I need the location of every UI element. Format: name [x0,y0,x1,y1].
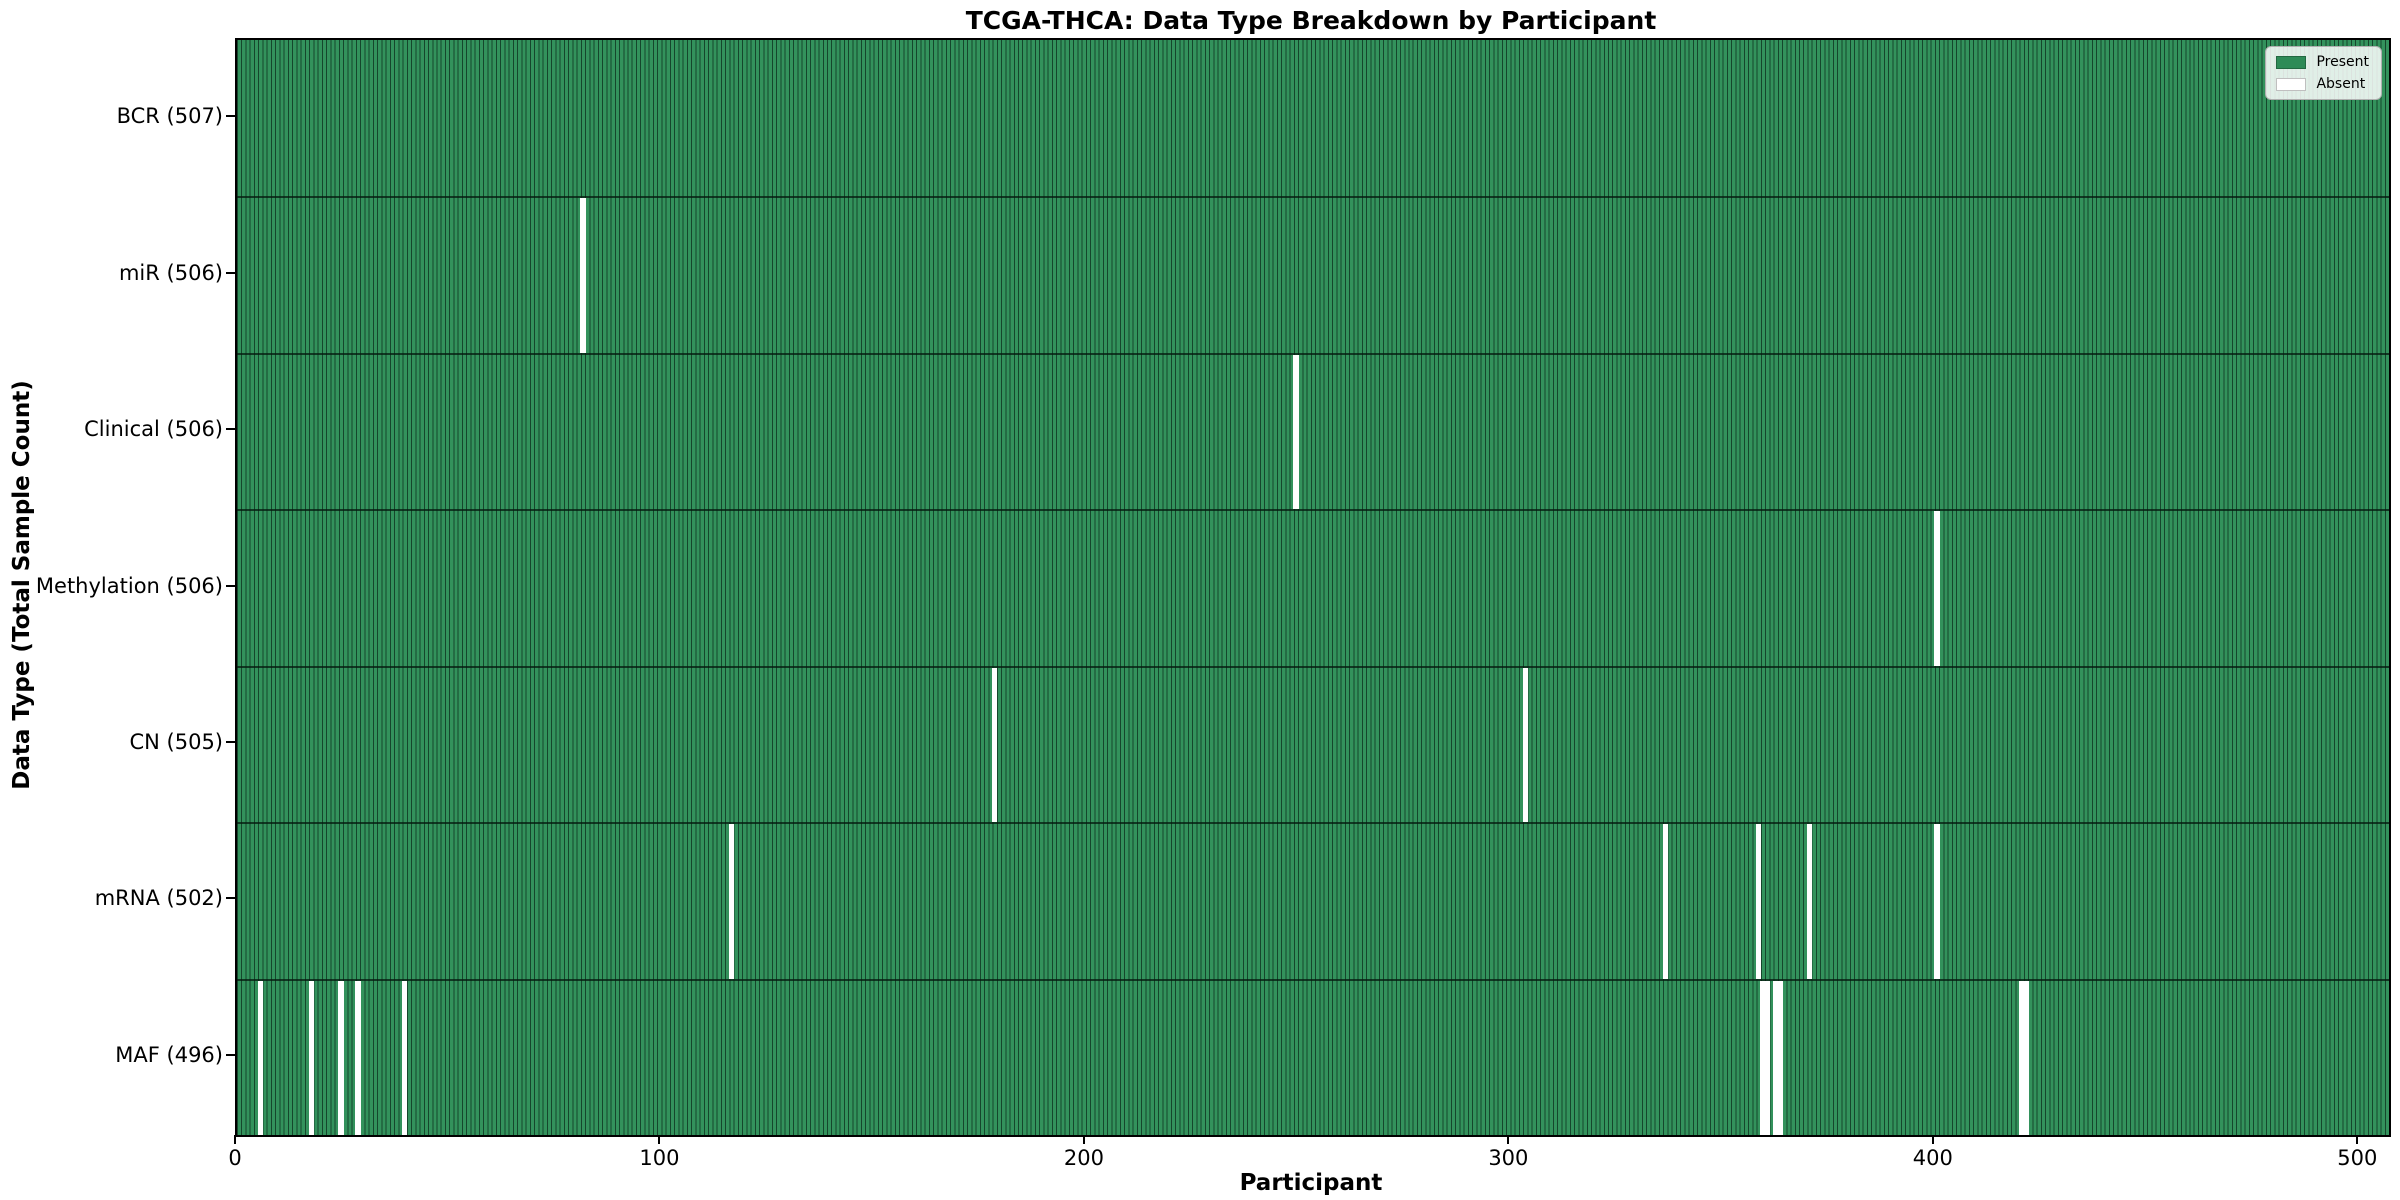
y-tick-label-mir: miR (506) [118,260,223,285]
heatmap-row-maf [237,978,2389,1135]
absent-mark [1934,824,1940,979]
legend-label-present: Present [2316,54,2369,70]
x-tick-label-300: 300 [1488,1146,1529,1170]
x-tick-mark [1507,1135,1510,1144]
absent-mark [2023,980,2029,1135]
y-tick-mark [226,428,235,431]
absent-mark [1934,511,1940,666]
x-tick-label-400: 400 [1912,1146,1953,1170]
absent-mark [580,198,586,353]
x-tick-label-100: 100 [639,1146,680,1170]
y-tick-mark [226,271,235,274]
absent-mark [1773,980,1779,1135]
absent-mark [992,667,998,823]
absent-mark [1293,354,1299,510]
legend-swatch-present-icon [2276,55,2307,69]
absent-mark [257,980,263,1135]
absent-mark [1522,667,1528,823]
legend-item-present: Present [2276,54,2369,70]
y-tick-label-maf: MAF (496) [115,1042,223,1067]
absent-mark [1760,980,1766,1135]
legend-item-absent: Absent [2276,76,2369,92]
chart-title: TCGA-THCA: Data Type Breakdown by Partic… [965,6,1657,35]
x-tick-label-200: 200 [1063,1146,1104,1170]
heatmap-row-cn [237,665,2389,823]
absent-mark [308,980,314,1135]
y-tick-mark [226,740,235,743]
x-tick-mark [234,1135,236,1144]
y-tick-label-bcr: BCR (507) [116,104,223,129]
absent-mark [355,980,361,1135]
x-tick-label-500: 500 [2337,1146,2378,1170]
x-axis-label: Participant [1239,1170,1383,1196]
heatmap-row-mir [237,196,2389,353]
absent-mark [402,980,408,1135]
absent-mark [1756,824,1762,979]
absent-mark [2019,980,2025,1135]
x-tick-mark [2356,1135,2359,1144]
legend-swatch-absent-icon [2276,77,2307,91]
x-tick-mark [1931,1135,1934,1144]
legend-label-absent: Absent [2316,76,2366,92]
absent-mark [1777,980,1783,1135]
y-tick-mark [226,584,235,587]
x-tick-label-0: 0 [228,1146,242,1170]
plot-area [235,38,2391,1137]
y-tick-mark [226,115,235,118]
absent-mark [1806,824,1813,979]
y-axis-label: Data Type (Total Sample Count) [9,380,35,790]
x-tick-mark [658,1135,661,1144]
x-tick-mark [1082,1135,1085,1144]
absent-mark [1662,824,1668,979]
y-tick-label-methylation: Methylation (506) [35,573,223,598]
y-tick-mark [226,897,235,900]
heatmap-row-bcr [237,40,2389,197]
y-tick-label-cn: CN (505) [129,729,223,754]
y-tick-label-clinical: Clinical (506) [84,417,223,442]
heatmap-row-mrna [237,822,2389,979]
absent-mark [728,824,735,979]
legend: Present Absent [2265,46,2382,100]
y-tick-mark [226,1053,235,1056]
y-tick-label-mrna: mRNA (502) [94,886,223,911]
absent-mark [1764,980,1770,1135]
absent-mark [338,980,344,1135]
heatmap-row-clinical [237,352,2389,510]
heatmap-row-methylation [237,509,2389,666]
